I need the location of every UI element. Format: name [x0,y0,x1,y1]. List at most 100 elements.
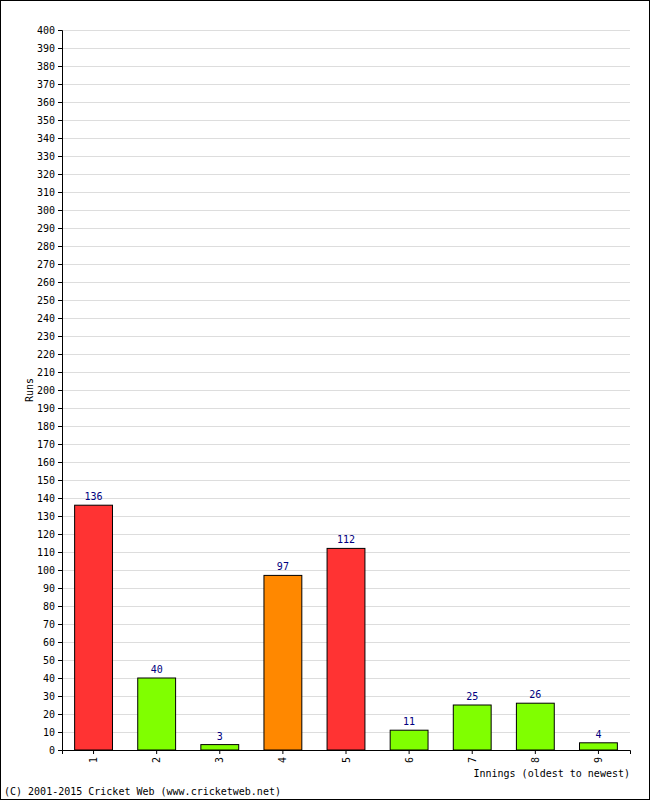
x-tick-label: 6 [404,757,415,763]
y-tick-label: 300 [37,205,55,216]
x-tick: 9 [593,750,604,763]
y-tick-mark [58,264,62,265]
y-tick: 110 [37,547,62,558]
y-tick-label: 390 [37,43,55,54]
grid-line [62,66,630,67]
y-tick-label: 70 [43,619,55,630]
y-tick: 320 [37,169,62,180]
x-tick: 1 [88,750,99,763]
x-tick-label: 3 [214,757,225,763]
x-tick-label: 7 [467,757,478,763]
y-tick-label: 210 [37,367,55,378]
x-axis-line [63,751,631,755]
y-tick-mark [58,210,62,211]
y-tick-mark [58,192,62,193]
bar [201,745,239,750]
y-tick-label: 20 [43,709,55,720]
y-tick-mark [58,462,62,463]
x-tick: 8 [530,750,541,763]
y-tick-label: 0 [49,745,55,756]
y-tick-mark [58,732,62,733]
bar [453,705,491,750]
y-axis-line [58,31,63,751]
y-tick-label: 340 [37,133,55,144]
annotation: (C) 2001-2015 Cricket Web (www.cricketwe… [4,786,281,797]
y-tick: 170 [37,439,62,450]
y-tick-mark [58,606,62,607]
y-tick: 180 [37,421,62,432]
y-tick: 340 [37,133,62,144]
y-tick: 200 [37,385,62,396]
y-tick-label: 130 [37,511,55,522]
grid-line [62,372,630,373]
y-tick: 50 [43,655,62,666]
background [1,1,650,800]
y-tick: 80 [43,601,62,612]
x-tick-mark [346,750,347,754]
y-tick-mark [58,570,62,571]
y-tick-mark [58,84,62,85]
y-tick: 70 [43,619,62,630]
x-tick-label: 8 [530,757,541,763]
y-tick-label: 120 [37,529,55,540]
x-tick-mark [472,750,473,754]
y-tick-label: 270 [37,259,55,270]
data-label: 25 [466,691,478,702]
x-tick: 7 [467,750,478,763]
y-tick: 90 [43,583,62,594]
y-tick: 330 [37,151,62,162]
x-tick: 4 [277,750,288,763]
y-tick-label: 190 [37,403,55,414]
grid-line [62,300,630,301]
y-tick-mark [58,516,62,517]
y-tick-label: 50 [43,655,55,666]
y-tick: 400 [37,25,62,36]
bar [327,548,365,750]
y-tick-label: 310 [37,187,55,198]
x-tick-label: 4 [277,757,288,763]
x-tick: 3 [214,750,225,763]
y-tick-mark [58,588,62,589]
y-tick: 100 [37,565,62,576]
y-tick-label: 40 [43,673,55,684]
grid-line [62,264,630,265]
y-tick-mark [58,318,62,319]
grid-line [62,282,630,283]
y-tick-mark [58,174,62,175]
y-tick: 290 [37,223,62,234]
y-tick: 190 [37,403,62,414]
bar [75,505,113,750]
y-tick-mark [58,156,62,157]
y-tick-label: 180 [37,421,55,432]
y-tick-label: 30 [43,691,55,702]
grid-line [62,390,630,391]
chart-container: 0102030405060708090100110120130140150160… [0,0,650,800]
y-tick: 130 [37,511,62,522]
data-labels: 136403971121125264 [85,491,602,741]
x-tick-mark [156,750,157,754]
y-tick: 280 [37,241,62,252]
grid-line [62,318,630,319]
x-tick: 5 [341,750,352,763]
y-tick-label: 330 [37,151,55,162]
y-tick-mark [58,102,62,103]
grid-line [62,30,630,31]
bar [264,575,302,750]
x-tick-label: 9 [593,757,604,763]
y-tick-mark [58,48,62,49]
y-tick: 260 [37,277,62,288]
data-label: 26 [529,689,541,700]
y-tick-label: 100 [37,565,55,576]
y-tick-mark [58,390,62,391]
grid-line [62,156,630,157]
grid [62,31,630,751]
y-tick-label: 360 [37,97,55,108]
y-tick-mark [58,750,62,751]
y-tick-label: 90 [43,583,55,594]
grid-line [62,444,630,445]
data-label: 4 [595,729,601,740]
y-tick-mark [58,120,62,121]
y-tick: 250 [37,295,62,306]
grid-line [62,498,630,499]
bar [138,678,176,750]
